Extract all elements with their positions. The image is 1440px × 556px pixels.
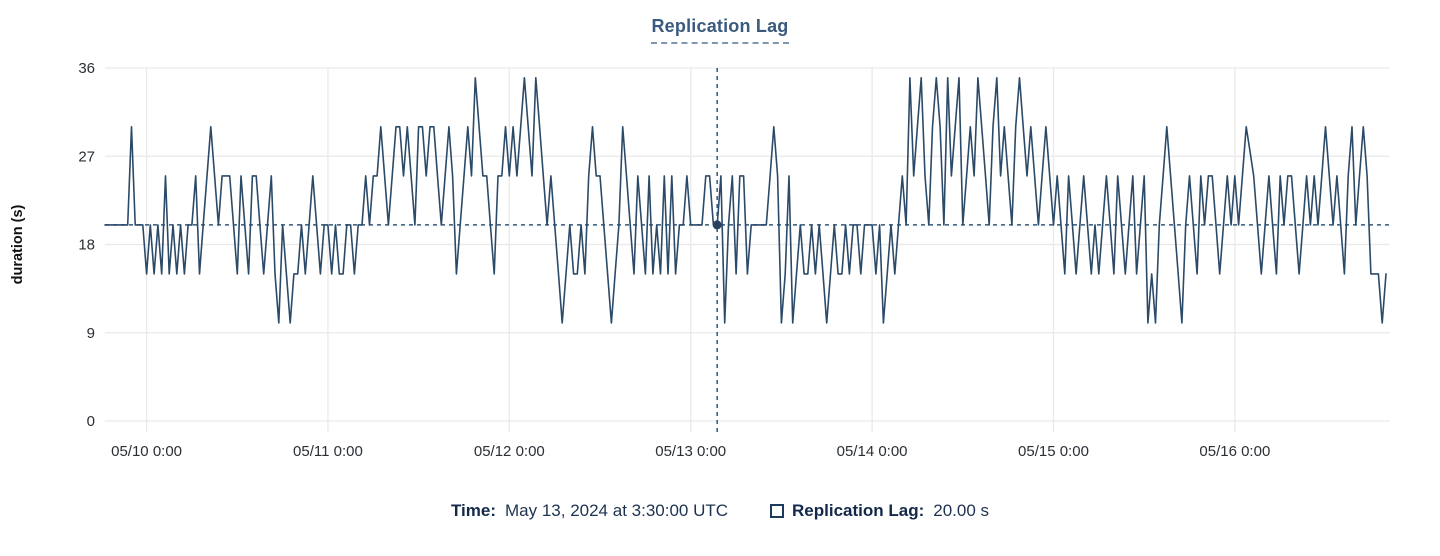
y-axis-title: duration (s) <box>10 204 26 284</box>
crosshair-dot <box>712 220 722 230</box>
y-tick-label: 18 <box>78 237 95 254</box>
y-tick-label: 36 <box>78 60 95 77</box>
chart-title[interactable]: Replication Lag <box>651 16 789 44</box>
replication-lag-chart[interactable]: 0 9 18 27 36 05/10 0:00 05/11 0:00 05/12 0:00 05… <box>0 0 1440 492</box>
x-tick-label: 05/10 0:00 <box>111 443 182 460</box>
series-line <box>104 77 1387 324</box>
x-tick-label: 05/12 0:00 <box>474 443 545 460</box>
y-tick-label: 27 <box>78 148 95 165</box>
series-swatch-icon <box>770 504 785 518</box>
x-tick-label: 05/16 0:00 <box>1199 443 1270 460</box>
y-tick-label: 9 <box>87 325 95 342</box>
chart-title-row: Replication Lag <box>0 16 1440 44</box>
hover-readout: Time: May 13, 2024 at 3:30:00 UTC Replic… <box>0 501 1440 521</box>
x-tick-label: 05/11 0:00 <box>293 443 363 460</box>
series-label: Replication Lag: <box>792 501 925 520</box>
time-value: May 13, 2024 at 3:30:00 UTC <box>505 501 729 520</box>
x-tick-label: 05/15 0:00 <box>1018 443 1089 460</box>
time-label: Time: <box>450 501 496 520</box>
x-tick-label: 05/14 0:00 <box>837 443 908 460</box>
y-tick-label: 0 <box>87 413 95 430</box>
x-tick-label: 05/13 0:00 <box>655 443 726 460</box>
legend-replication-lag[interactable]: Replication Lag: 20.00 s <box>770 501 989 521</box>
series-value: 20.00 s <box>933 501 990 520</box>
